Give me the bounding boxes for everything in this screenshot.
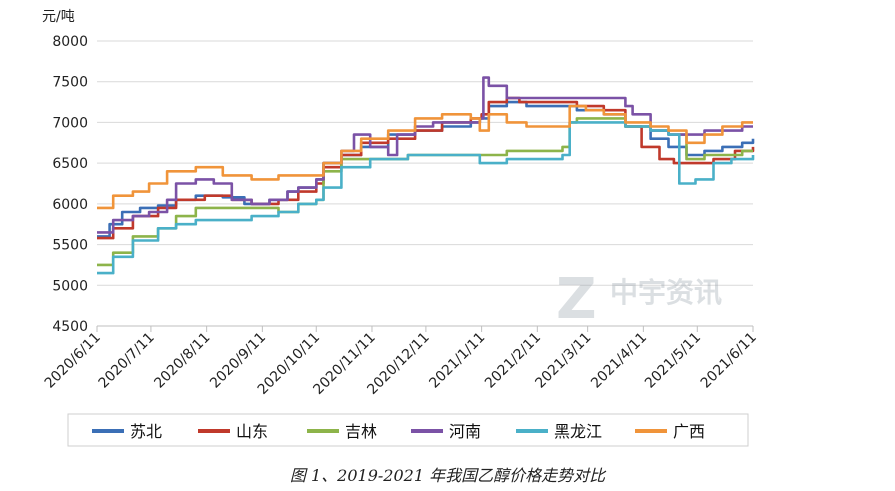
watermark-text: 中宇资讯	[610, 276, 722, 309]
x-tick-label: 2021/6/11	[698, 330, 760, 392]
y-tick-label: 7500	[52, 75, 88, 91]
x-axis: 2020/6/112020/7/112020/8/112020/9/112020…	[42, 325, 760, 398]
series-line-5	[97, 104, 753, 210]
y-tick-label: 7000	[52, 115, 88, 131]
y-tick-label: 5000	[52, 278, 88, 294]
x-tick-label: 2021/1/11	[426, 330, 488, 392]
x-tick-label: 2020/7/11	[96, 330, 158, 392]
gridlines	[97, 40, 753, 327]
ethanol-price-chart: 4500 5000 5500 6000 6500 7000 7500 8000 2020/6/…	[42, 9, 760, 447]
x-tick-label: 2020/6/11	[42, 330, 104, 392]
legend-label: 广西	[673, 422, 705, 441]
legend-box	[67, 413, 749, 447]
legend: 苏北 山东 吉林 河南 黑龙江 广西	[92, 422, 705, 441]
series-lines	[97, 76, 755, 275]
legend-label: 河南	[449, 422, 481, 441]
series-line-1	[97, 96, 755, 240]
legend-label: 吉林	[345, 422, 377, 441]
legend-label: 山东	[236, 422, 268, 441]
watermark-logo: Z 中宇资讯	[556, 267, 722, 332]
series-line-4	[97, 121, 755, 275]
y-tick-label: 4500	[52, 319, 88, 335]
y-axis: 4500 5000 5500 6000 6500 7000 7500 8000	[52, 34, 88, 335]
x-tick-label: 2021/5/11	[642, 330, 704, 392]
y-tick-label: 8000	[52, 34, 88, 50]
y-tick-label: 5500	[52, 238, 88, 254]
figure-caption: 图 1、2019-2021 年我国乙醇价格走势对比	[289, 466, 606, 485]
x-tick-label: 2020/8/11	[151, 330, 213, 392]
y-axis-unit: 元/吨	[42, 9, 75, 25]
watermark-logo-z: Z	[556, 267, 597, 332]
series-line-3	[97, 76, 753, 234]
x-tick-label: 2021/4/11	[588, 330, 650, 392]
legend-label: 苏北	[130, 422, 162, 441]
y-tick-label: 6000	[52, 197, 88, 213]
legend-label: 黑龙江	[554, 422, 602, 441]
series-line-2	[97, 117, 753, 267]
y-tick-label: 6500	[52, 156, 88, 172]
